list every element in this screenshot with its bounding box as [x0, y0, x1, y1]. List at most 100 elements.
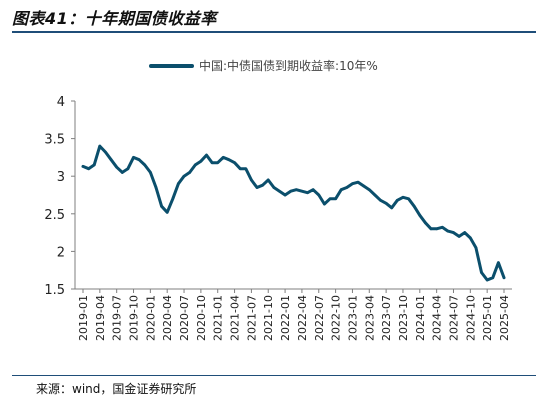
x-tick-label: 2023-07 — [380, 295, 393, 341]
data-point — [367, 188, 371, 192]
data-point — [216, 161, 220, 164]
x-tick-label: 2020-04 — [161, 295, 174, 341]
data-point — [193, 163, 197, 167]
data-point — [491, 276, 495, 280]
data-point — [188, 171, 191, 174]
x-tick-label: 2019-07 — [111, 295, 124, 341]
data-point — [390, 206, 394, 210]
data-point — [238, 167, 242, 170]
data-point — [81, 165, 85, 168]
x-tick-label: 2024-07 — [447, 295, 460, 341]
data-point — [306, 191, 309, 195]
x-tick-label: 2020-01 — [144, 295, 157, 341]
data-point — [311, 188, 315, 192]
data-point — [177, 182, 180, 186]
footer-rule — [12, 375, 536, 376]
data-point — [300, 189, 304, 193]
chart-legend: 中国:中债国债到期收益率:10年% — [149, 58, 378, 73]
data-point — [328, 197, 332, 201]
x-tick-label: 2019-10 — [128, 295, 141, 341]
x-tick-label: 2023-04 — [363, 295, 376, 341]
data-point — [440, 226, 444, 229]
x-tick-label: 2020-10 — [195, 295, 208, 341]
data-point — [154, 186, 158, 189]
data-point — [356, 180, 360, 184]
figure-title: 图表41：十年期国债收益率 — [12, 9, 217, 28]
data-point — [250, 178, 253, 182]
yield-line-chart: 中国:中债国债到期收益率:10年% 1.522.533.54 2019-01 20… — [44, 58, 512, 341]
data-point — [502, 276, 506, 280]
x-tick-label: 2022-10 — [330, 295, 343, 341]
data-point — [120, 171, 124, 174]
data-point — [295, 188, 298, 192]
x-tick-label: 2025-04 — [498, 295, 511, 341]
data-point — [278, 189, 281, 193]
data-point — [261, 183, 264, 187]
data-point — [98, 144, 102, 148]
data-point — [463, 231, 467, 234]
x-tick-label: 2021-04 — [229, 295, 242, 341]
yield-series-line — [81, 144, 506, 282]
data-point — [457, 235, 461, 238]
data-point — [132, 156, 135, 159]
data-point — [222, 156, 225, 159]
data-point — [165, 210, 169, 214]
data-point — [272, 186, 276, 189]
y-tick-label: 3 — [57, 170, 65, 185]
data-point — [446, 229, 450, 233]
data-point — [362, 184, 365, 188]
data-point — [233, 161, 236, 164]
x-tick-label: 2022-07 — [313, 295, 326, 341]
data-point — [373, 193, 377, 197]
data-point — [412, 204, 416, 208]
data-point — [115, 165, 118, 169]
data-point — [480, 271, 483, 274]
data-point — [396, 198, 399, 202]
y-tick-label: 4 — [57, 95, 65, 110]
x-tick-label: 2023-01 — [346, 295, 359, 341]
plot-area — [81, 144, 506, 282]
data-point — [199, 159, 203, 163]
data-point — [266, 178, 270, 182]
x-tick-label: 2024-04 — [431, 295, 444, 341]
data-point — [104, 150, 107, 154]
x-axis-ticks: 2019-01 2019-04 2019-07 2019-10 2020-01 2020-… — [77, 289, 511, 341]
data-point — [317, 193, 321, 197]
data-point — [401, 195, 405, 199]
x-tick-label: 2024-01 — [414, 295, 427, 341]
data-point — [485, 278, 489, 282]
x-tick-label: 2021-10 — [262, 295, 275, 341]
data-point — [435, 227, 438, 231]
y-tick-label: 2.5 — [44, 208, 65, 223]
data-point — [345, 186, 349, 189]
data-point — [289, 189, 292, 193]
source-note: 来源：wind，国金证券研究所 — [36, 382, 197, 396]
data-point — [160, 204, 163, 208]
x-tick-label: 2024-10 — [464, 295, 477, 341]
data-point — [429, 227, 433, 231]
data-point — [323, 202, 326, 206]
data-point — [497, 261, 500, 264]
x-tick-label: 2022-04 — [296, 295, 309, 341]
data-point — [92, 163, 96, 167]
data-point — [407, 197, 410, 201]
legend-label: 中国:中债国债到期收益率:10年% — [199, 58, 378, 73]
data-point — [244, 167, 248, 170]
data-point — [418, 214, 422, 217]
data-point — [149, 171, 152, 174]
data-point — [384, 201, 388, 205]
data-point — [143, 163, 147, 167]
data-point — [87, 167, 90, 170]
data-point — [334, 197, 337, 201]
chart-axes — [74, 101, 512, 290]
data-point — [351, 182, 354, 186]
x-tick-label: 2021-07 — [245, 295, 258, 341]
x-tick-label: 2025-01 — [481, 295, 494, 341]
title-underline — [12, 31, 536, 33]
x-tick-label: 2019-04 — [94, 295, 107, 341]
data-point — [171, 197, 175, 201]
data-point — [126, 167, 130, 170]
y-tick-label: 1.5 — [44, 283, 65, 298]
y-tick-label: 2 — [57, 245, 65, 260]
x-tick-label: 2023-10 — [397, 295, 410, 341]
